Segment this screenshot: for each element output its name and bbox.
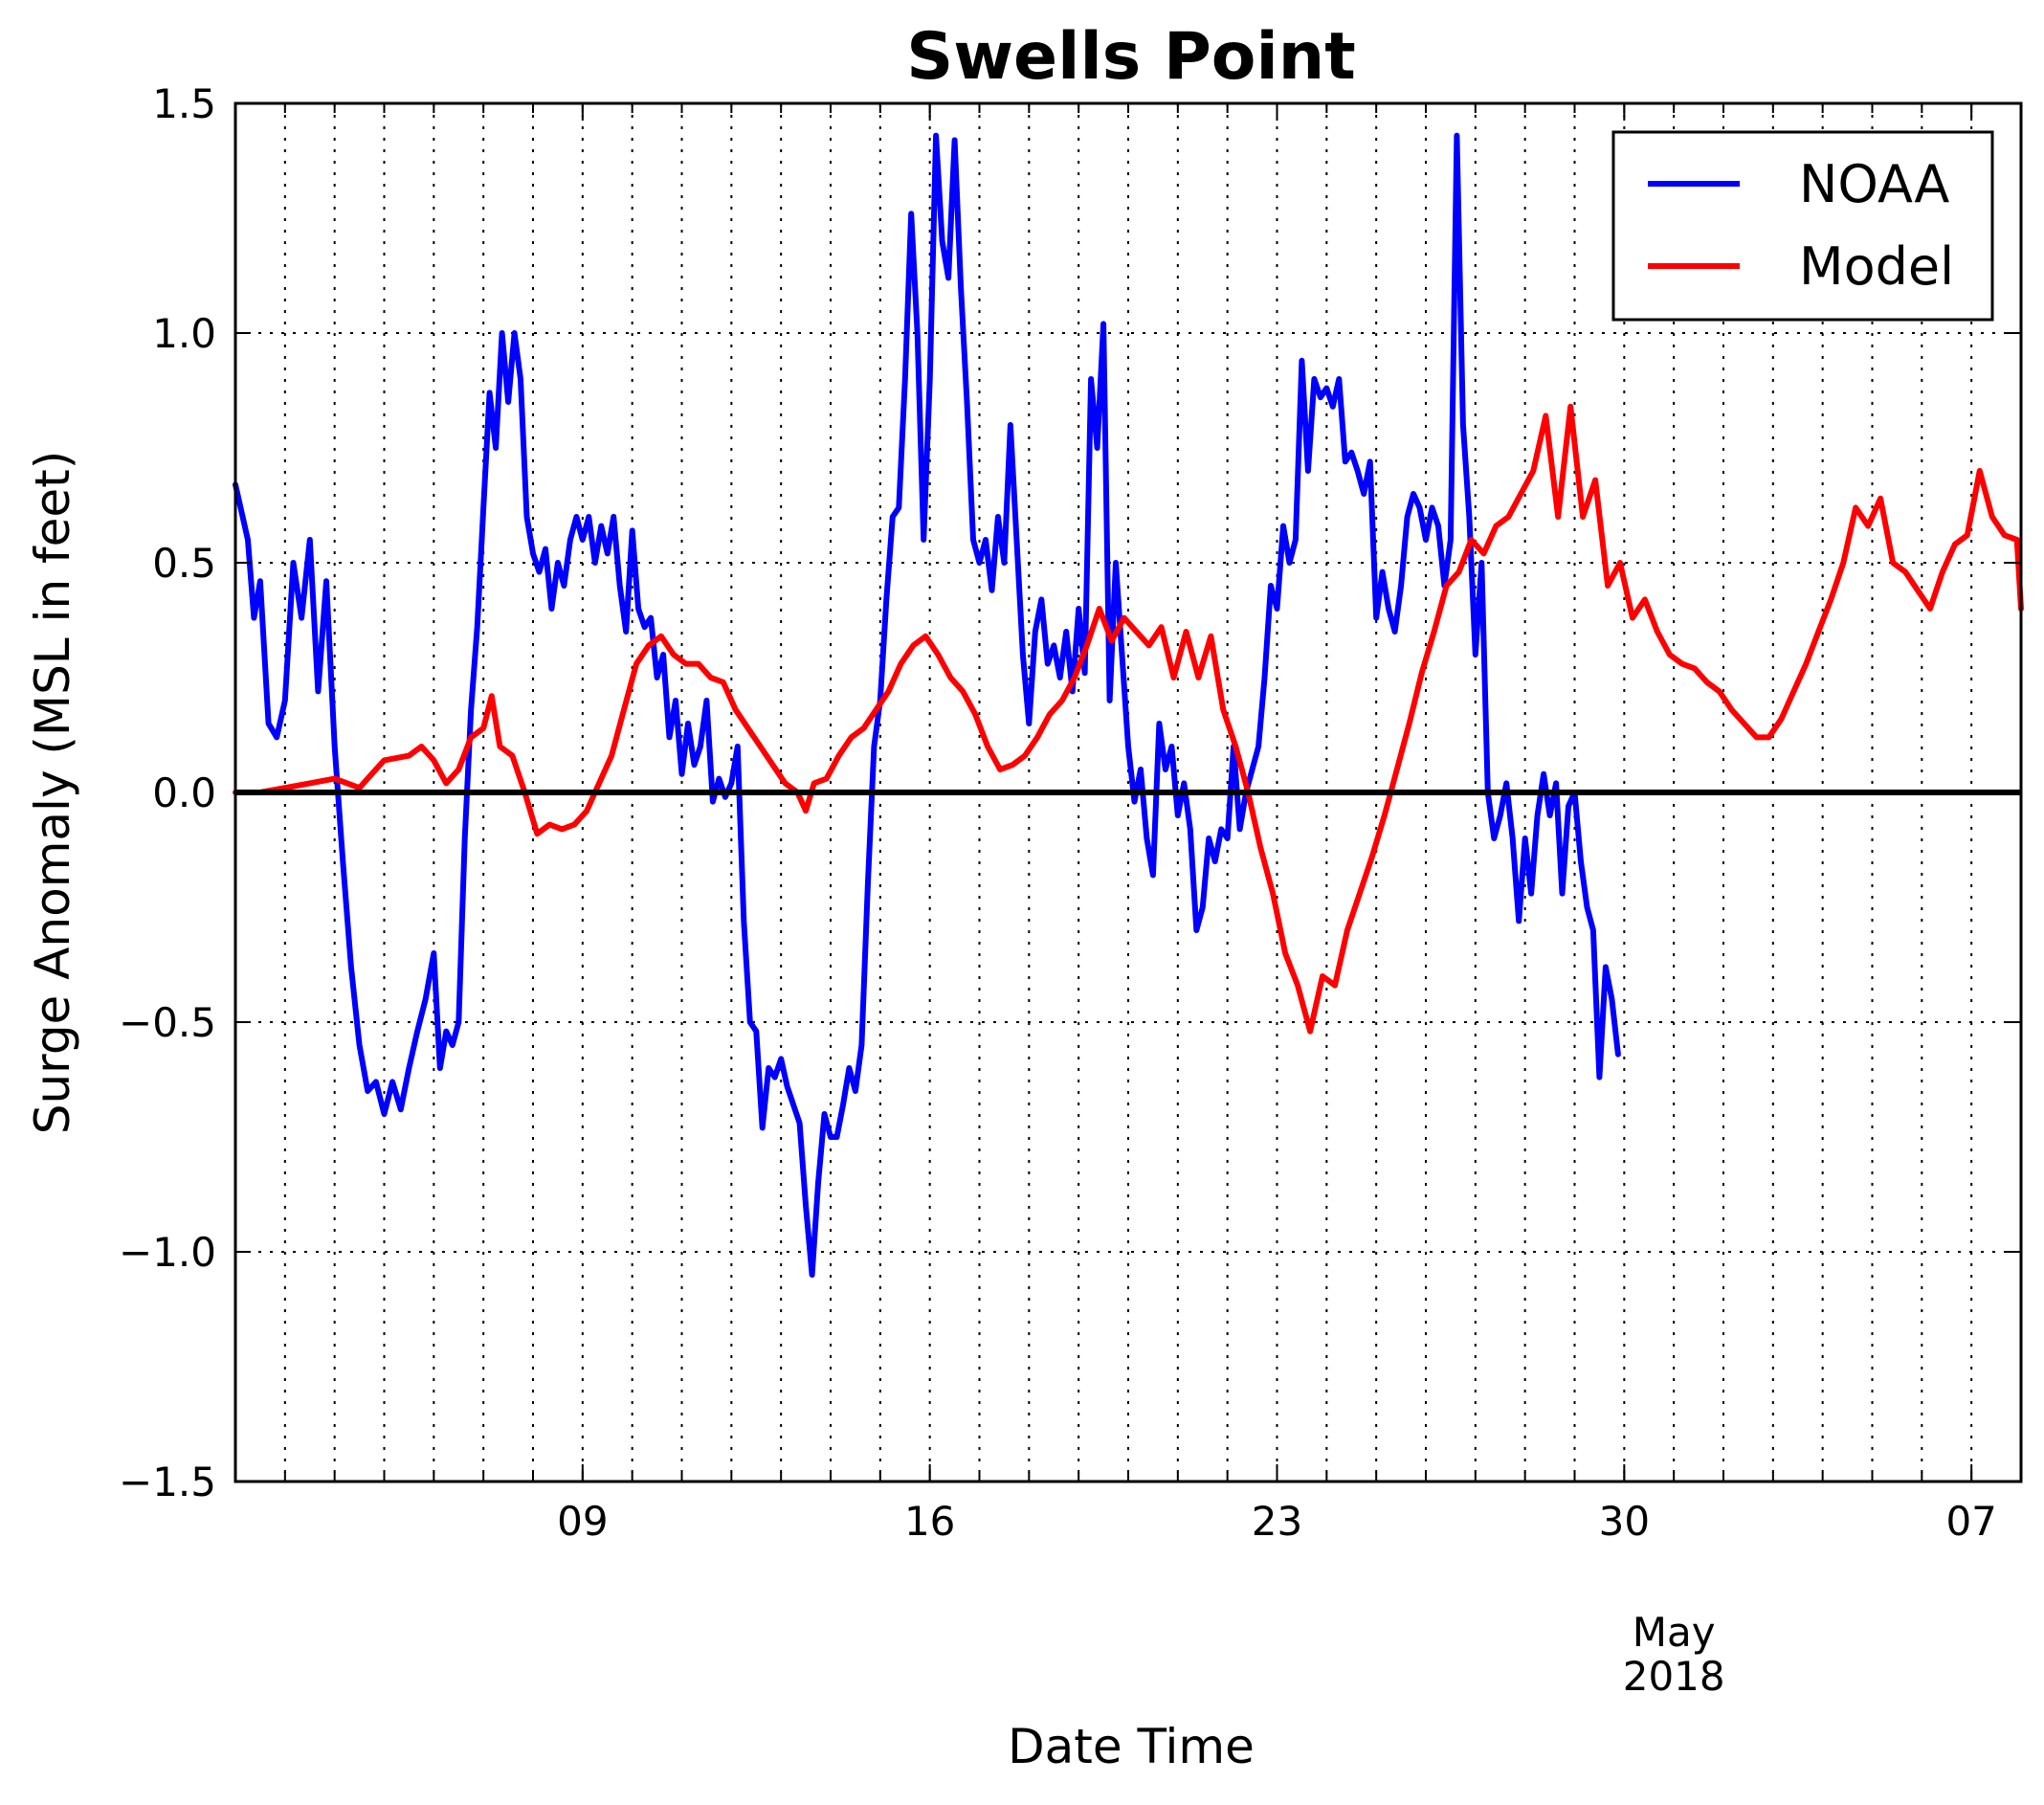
legend: NOAA Model (1611, 130, 1994, 322)
axis-ticks: −1.5 −1.0 −0.5 0.0 0.5 1.0 1.5 09 16 23 30 07 May201… (119, 80, 2021, 1700)
chart-title: Swells Point (906, 19, 1355, 95)
series-layer (233, 132, 2024, 1278)
x-tick-label: 23 (1252, 1498, 1302, 1545)
y-tick-label: 1.5 (152, 80, 216, 127)
x-axis-label: Date Time (1008, 1719, 1255, 1774)
y-tick-label: 0.0 (152, 769, 216, 816)
y-tick-label: 1.0 (152, 310, 216, 357)
x-tick-label: 16 (904, 1498, 955, 1545)
legend-label-noaa: NOAA (1799, 154, 1949, 214)
x-offset-label-year: 2018 (1623, 1653, 1725, 1700)
legend-label-model: Model (1799, 236, 1954, 297)
series-line-noaa (233, 132, 1621, 1278)
y-tick-label: −0.5 (119, 999, 216, 1046)
x-tick-label: 07 (1945, 1498, 1996, 1545)
legend-frame (1611, 130, 1994, 322)
y-axis-label: Surge Anomaly (MSL in feet) (25, 451, 80, 1135)
y-tick-label: 0.5 (152, 540, 216, 587)
y-tick-label: −1.0 (119, 1229, 216, 1276)
x-offset-label-month: May (1633, 1609, 1716, 1656)
x-tick-label: 09 (557, 1498, 608, 1545)
y-tick-label: −1.5 (119, 1459, 216, 1505)
x-tick-label: 30 (1599, 1498, 1650, 1545)
series-line-model (233, 403, 2024, 1035)
